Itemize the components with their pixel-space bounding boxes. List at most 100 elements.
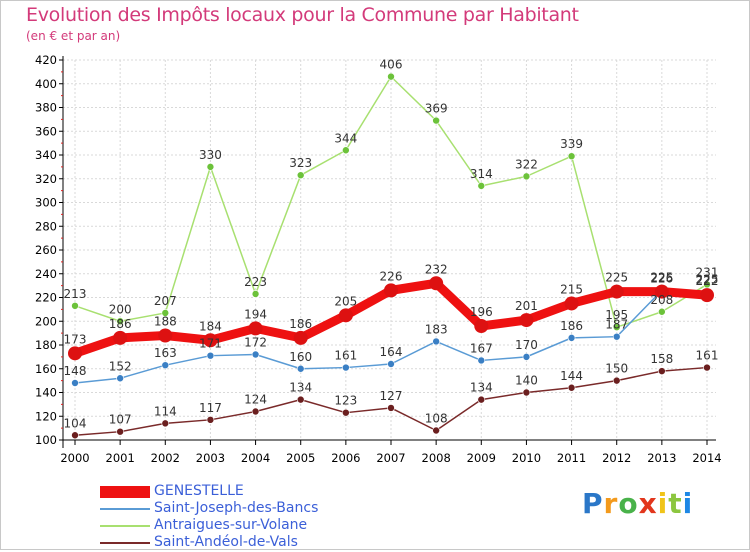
data-label: 183 <box>425 322 448 336</box>
data-label: 134 <box>470 381 493 395</box>
data-label: 323 <box>289 156 312 170</box>
data-label: 117 <box>199 401 222 415</box>
data-point <box>296 171 305 179</box>
data-point <box>432 337 440 346</box>
legend-swatch <box>100 486 150 498</box>
data-point <box>116 374 124 383</box>
data-label: 223 <box>244 275 267 289</box>
data-label: 184 <box>199 319 222 333</box>
data-point <box>161 309 170 317</box>
data-point <box>522 172 531 181</box>
data-label: 161 <box>334 349 357 363</box>
data-point <box>477 395 486 404</box>
data-point <box>658 367 666 375</box>
data-point <box>387 404 395 412</box>
data-point <box>564 296 579 311</box>
data-label: 167 <box>470 341 493 355</box>
data-label: 171 <box>199 337 222 351</box>
data-label: 186 <box>289 317 312 331</box>
data-point <box>654 284 669 299</box>
x-tick-label: 2014 <box>692 451 721 465</box>
data-point <box>612 376 621 385</box>
x-tick-label: 2013 <box>647 451 676 465</box>
data-label: 195 <box>605 308 628 322</box>
x-tick-label: 2009 <box>467 451 496 465</box>
data-label: 108 <box>425 412 448 426</box>
data-label: 215 <box>560 282 583 296</box>
data-point <box>612 323 621 331</box>
x-tick-label: 2008 <box>422 451 451 465</box>
data-point <box>203 333 218 348</box>
data-label: 148 <box>64 364 87 378</box>
data-point <box>522 388 531 397</box>
data-point <box>432 426 440 435</box>
data-label: 339 <box>560 137 583 151</box>
data-point <box>700 288 714 303</box>
data-point <box>612 332 621 341</box>
legend-item: Antraigues-sur-Volane <box>100 517 360 535</box>
x-tick-label: 2001 <box>106 451 135 465</box>
y-tick-label: 240 <box>35 267 57 281</box>
data-label: 173 <box>64 332 87 346</box>
y-tick-label: 200 <box>35 314 57 328</box>
data-label: 201 <box>515 299 538 313</box>
data-label: 158 <box>650 352 673 366</box>
data-label: 140 <box>515 374 538 388</box>
x-tick-label: 2012 <box>602 451 631 465</box>
y-tick-label: 260 <box>35 243 57 257</box>
data-label: 225 <box>650 271 673 285</box>
y-tick-label: 300 <box>35 196 57 210</box>
data-label: 150 <box>605 362 628 376</box>
data-label: 160 <box>289 350 312 364</box>
data-label: 200 <box>109 302 132 316</box>
data-point <box>206 163 215 171</box>
data-label: 123 <box>334 394 357 408</box>
x-tick-label: 2004 <box>241 451 270 465</box>
data-point <box>161 419 170 428</box>
data-label: 225 <box>605 271 628 285</box>
data-label: 164 <box>380 345 403 359</box>
data-label: 144 <box>560 369 583 383</box>
legend-item: Saint-Andéol-de-Vals <box>100 534 360 552</box>
data-label: 124 <box>244 393 267 407</box>
logo-letter: i <box>682 487 694 520</box>
data-label: 152 <box>109 359 132 373</box>
data-point <box>161 361 170 369</box>
data-label: 232 <box>425 262 448 276</box>
x-tick-label: 2011 <box>557 451 586 465</box>
data-point <box>387 72 395 81</box>
data-point <box>113 330 128 345</box>
logo-letter: t <box>668 487 683 520</box>
data-label: 104 <box>64 416 87 430</box>
y-tick-label: 160 <box>35 362 57 376</box>
data-point <box>609 284 624 299</box>
logo-letter: o <box>618 487 639 520</box>
data-label: 170 <box>515 338 538 352</box>
x-tick-label: 2002 <box>151 451 180 465</box>
y-tick-label: 280 <box>35 219 57 233</box>
y-tick-label: 420 <box>35 53 57 67</box>
y-tick-label: 380 <box>35 101 57 115</box>
data-label: 344 <box>334 131 357 145</box>
data-label: 213 <box>64 287 87 301</box>
data-point <box>293 330 308 345</box>
data-point <box>658 307 666 316</box>
data-point <box>251 290 260 298</box>
data-label: 314 <box>470 167 493 181</box>
data-label: 207 <box>154 294 177 308</box>
data-label: 208 <box>650 293 673 307</box>
legend-swatch <box>100 508 150 510</box>
legend-swatch <box>100 525 150 527</box>
y-tick-label: 340 <box>35 148 57 162</box>
y-tick-label: 180 <box>35 338 57 352</box>
legend-label: Saint-Andéol-de-Vals <box>154 534 298 550</box>
data-label: 187 <box>605 318 628 332</box>
data-label: 186 <box>560 319 583 333</box>
data-label: 369 <box>425 102 448 116</box>
data-point <box>206 416 215 424</box>
data-point <box>387 360 395 368</box>
y-tick-label: 100 <box>35 433 57 447</box>
data-label: 134 <box>289 381 312 395</box>
data-label: 222 <box>696 274 719 288</box>
